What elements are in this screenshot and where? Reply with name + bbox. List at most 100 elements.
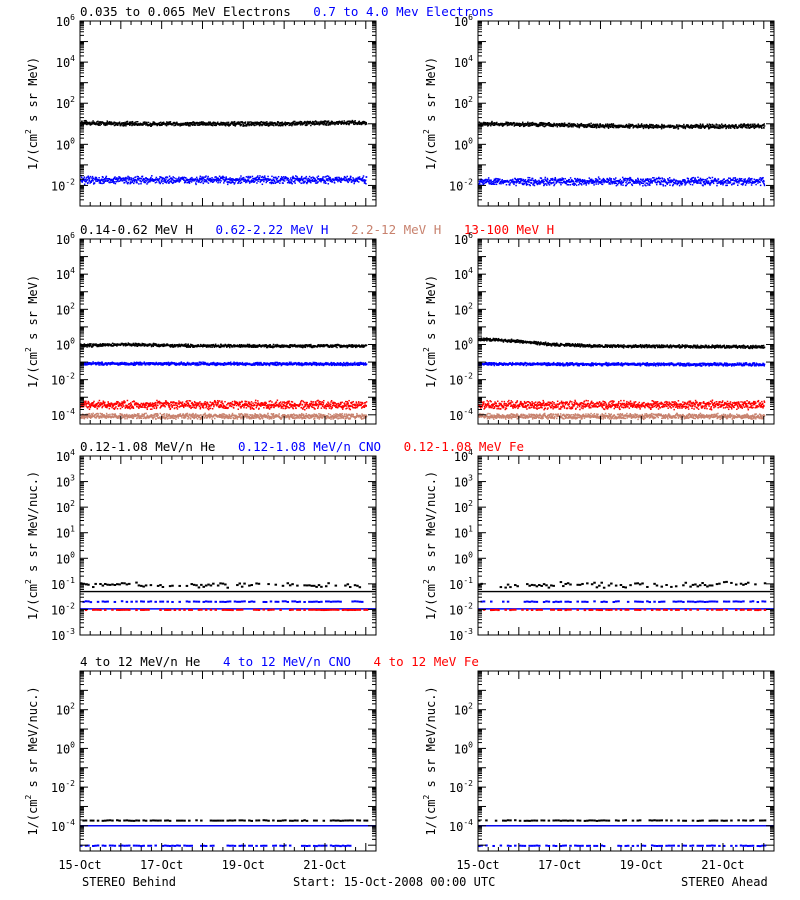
data-point [98,344,100,346]
data-point [586,126,589,128]
data-point [334,121,337,124]
data-point [592,179,594,182]
data-point [622,184,624,186]
data-point [235,178,237,180]
data-point [264,179,266,181]
data-point [91,177,93,179]
data-point [573,184,575,186]
data-point [269,181,271,184]
data-point [81,181,84,183]
data-point [163,343,165,346]
data-point [230,344,233,347]
data-point [708,176,710,179]
data-point [641,126,643,128]
data-point [761,181,764,183]
data-point [291,124,293,127]
data-point [513,181,516,184]
data-point [525,182,528,185]
data-point [235,344,237,347]
data-point [612,124,614,126]
data-point [497,124,500,126]
data-point [621,180,623,182]
data-point [521,179,524,182]
data-point [602,180,605,182]
data-point [261,179,263,182]
data-point [185,124,188,126]
data-point [733,180,736,182]
data-point [721,123,723,125]
data-point [207,124,210,126]
data-point [543,180,545,183]
data-point [273,179,276,182]
data-point [534,180,537,182]
data-point [575,178,577,181]
data-point [493,178,496,181]
data-point [703,125,706,128]
data-point [763,125,766,127]
data-point [329,178,332,181]
data-point [610,178,613,180]
data-point [736,184,739,186]
data-point [149,180,151,183]
data-point [511,124,513,126]
data-point [625,184,628,187]
data-point [92,178,94,181]
data-point [687,177,690,180]
data-point [486,123,489,126]
data-point [518,125,521,128]
data-point [256,176,259,178]
data-point [232,346,234,348]
data-point [521,182,523,185]
data-point [728,180,731,183]
data-point [247,121,249,123]
data-point [325,120,327,123]
data-point [248,182,251,184]
data-point [270,124,273,126]
data-point [309,120,311,123]
data-point [125,125,127,127]
data-point [238,121,240,123]
data-point [236,179,239,181]
data-point [704,183,706,186]
data-point [559,182,562,184]
data-point [263,345,266,348]
data-point [574,183,577,185]
data-point [94,178,96,181]
data-point [609,177,611,179]
data-point [98,180,101,182]
data-point [204,122,206,124]
data-point [658,176,660,179]
data-point [524,122,527,125]
data-point [103,181,105,183]
data-point [560,178,563,181]
data-point [681,125,684,127]
data-point [124,122,127,124]
data-point [535,125,538,127]
data-point [661,123,663,126]
data-point [631,184,634,187]
data-point [98,121,101,123]
data-point [162,345,165,348]
data-point [614,125,617,127]
data-point [481,179,484,181]
data-point [527,179,530,181]
data-point [545,182,547,185]
data-point [159,124,162,126]
data-point [341,120,343,123]
data-point [742,182,745,184]
data-point [525,181,527,184]
data-point [353,123,355,126]
data-point [688,127,691,129]
data-point [273,180,276,183]
data-point [263,176,265,179]
data-point [136,343,138,345]
y-tick-label: 102 [56,95,75,111]
data-point [310,176,313,179]
data-point [260,176,263,178]
data-point [522,182,524,185]
data-point [209,121,211,123]
data-point [233,122,235,124]
data-point [283,180,286,182]
data-point [214,176,216,178]
data-point [609,123,611,126]
